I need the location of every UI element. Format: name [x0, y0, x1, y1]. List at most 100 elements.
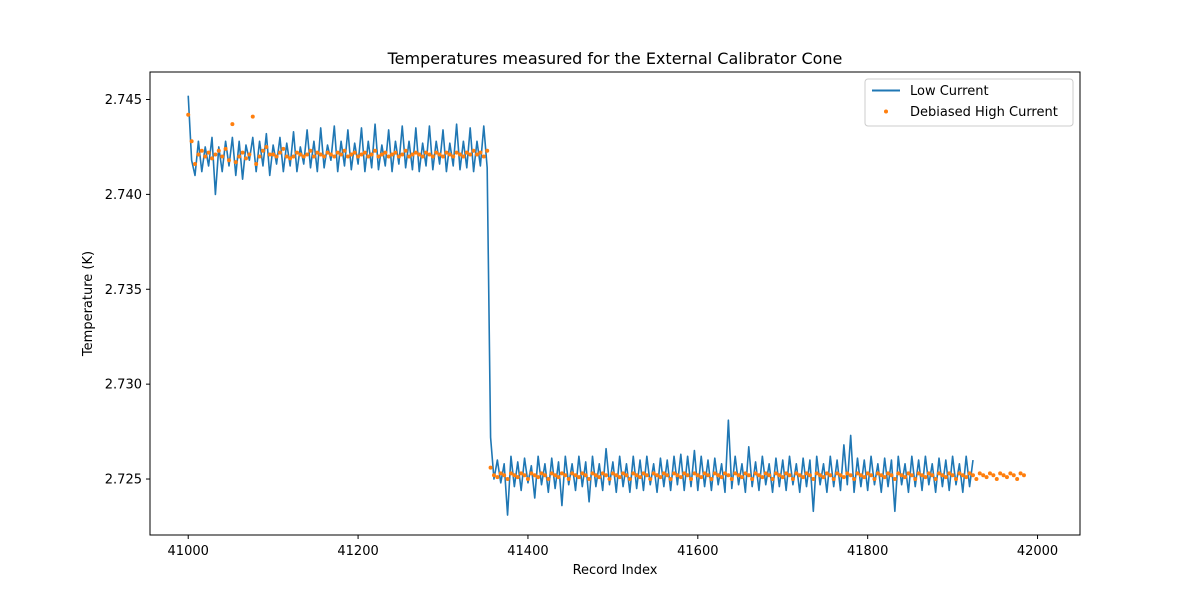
data-point [930, 473, 935, 478]
data-point [767, 473, 772, 478]
data-point [726, 473, 731, 478]
data-point [294, 150, 299, 155]
data-point [400, 152, 405, 157]
data-point [274, 154, 279, 159]
data-point [661, 471, 666, 476]
data-point [841, 475, 846, 480]
data-point [604, 473, 609, 478]
data-point [899, 473, 904, 478]
data-point [991, 473, 996, 478]
data-point [838, 473, 843, 478]
data-point [770, 477, 775, 482]
data-point [824, 471, 829, 476]
data-point [801, 475, 806, 480]
data-point [689, 477, 694, 482]
legend-box [864, 78, 1074, 127]
data-point [655, 473, 660, 478]
legend-label-debiased-high-current: Debiased High Current [910, 105, 1058, 120]
data-point [210, 156, 214, 161]
data-point [821, 475, 826, 480]
data-point [913, 477, 918, 482]
data-point [1001, 473, 1006, 478]
data-point [672, 471, 677, 476]
data-point [458, 152, 462, 157]
data-point [403, 148, 408, 153]
data-point [756, 473, 761, 478]
data-point [903, 475, 908, 480]
data-point [587, 477, 592, 482]
data-point [964, 475, 969, 480]
data-point [373, 148, 378, 153]
data-point [729, 477, 734, 482]
data-point [454, 150, 459, 155]
data-point [634, 473, 639, 478]
data-point [722, 471, 727, 476]
data-point [257, 154, 262, 159]
data-point [807, 473, 812, 478]
data-point [451, 154, 456, 159]
data-point [393, 150, 398, 155]
data-point [712, 471, 717, 476]
data-point [328, 152, 333, 157]
y-tick-label: 2.725 [105, 473, 142, 488]
data-point [580, 471, 585, 476]
data-point [651, 471, 656, 476]
data-point [702, 471, 707, 476]
data-point [1021, 473, 1026, 478]
data-point [828, 473, 833, 478]
data-point [923, 475, 928, 480]
data-point [318, 152, 323, 157]
data-point [909, 473, 914, 478]
data-point [573, 473, 578, 478]
data-point [685, 473, 690, 478]
data-point [189, 139, 194, 144]
x-axis-label: Record Index [573, 563, 658, 578]
data-point [223, 146, 228, 151]
data-point [437, 152, 442, 157]
data-point [352, 150, 357, 155]
data-point [818, 473, 823, 478]
data-point [1004, 475, 1009, 480]
data-point [892, 477, 897, 482]
data-point [763, 471, 768, 476]
data-point [624, 473, 629, 478]
data-point [281, 146, 286, 151]
data-point [342, 148, 347, 153]
data-point [240, 150, 245, 155]
data-point [600, 471, 605, 476]
data-point [298, 152, 303, 157]
data-point [478, 150, 483, 155]
data-point [699, 475, 704, 480]
data-point [203, 154, 208, 159]
data-point [970, 473, 975, 478]
plot-area [186, 95, 1026, 516]
data-point [345, 154, 350, 159]
data-point [780, 475, 785, 480]
data-point [658, 475, 663, 480]
data-point [831, 477, 836, 482]
data-point [943, 475, 948, 480]
data-point [987, 471, 992, 476]
data-point [216, 148, 221, 153]
data-point [954, 477, 958, 482]
axes-frame [149, 71, 1081, 536]
data-point [665, 473, 670, 478]
data-point [597, 475, 602, 480]
data-point [322, 154, 327, 159]
data-point [434, 150, 439, 155]
data-point [706, 473, 710, 478]
data-point [237, 154, 242, 159]
data-point [505, 477, 510, 482]
data-point [277, 150, 282, 155]
data-point [644, 473, 649, 478]
x-tick-label: 41600 [677, 544, 718, 559]
data-point [668, 477, 673, 482]
data-point [332, 154, 337, 159]
data-point [617, 475, 622, 480]
x-tick-label: 41000 [168, 544, 209, 559]
data-point [447, 152, 452, 157]
data-point [356, 154, 361, 159]
data-point [641, 471, 646, 476]
data-point [339, 152, 344, 157]
